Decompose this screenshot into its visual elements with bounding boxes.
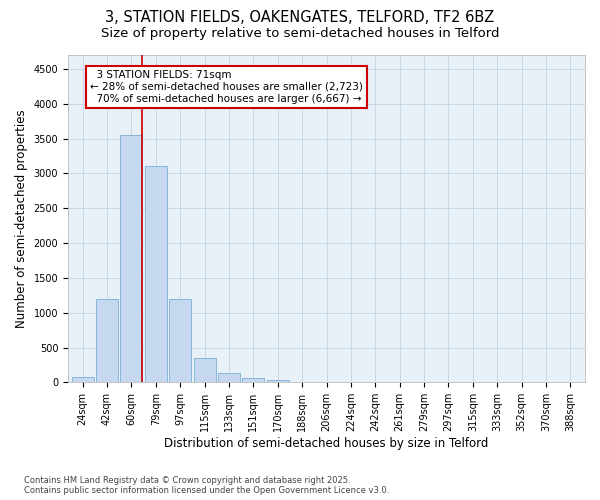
Text: Contains HM Land Registry data © Crown copyright and database right 2025.
Contai: Contains HM Land Registry data © Crown c… [24, 476, 389, 495]
Text: 3, STATION FIELDS, OAKENGATES, TELFORD, TF2 6BZ: 3, STATION FIELDS, OAKENGATES, TELFORD, … [106, 10, 494, 25]
Bar [121, 135, 142, 382]
Bar [242, 378, 265, 382]
X-axis label: Distribution of semi-detached houses by size in Telford: Distribution of semi-detached houses by … [164, 437, 489, 450]
Bar [267, 380, 289, 382]
Bar [71, 377, 94, 382]
Bar [194, 358, 215, 382]
Text: Size of property relative to semi-detached houses in Telford: Size of property relative to semi-detach… [101, 28, 499, 40]
Bar [96, 299, 118, 382]
Text: 3 STATION FIELDS: 71sqm
← 28% of semi-detached houses are smaller (2,723)
  70% : 3 STATION FIELDS: 71sqm ← 28% of semi-de… [90, 70, 363, 104]
Bar [145, 166, 167, 382]
Y-axis label: Number of semi-detached properties: Number of semi-detached properties [15, 110, 28, 328]
Bar [218, 374, 240, 382]
Bar [169, 299, 191, 382]
